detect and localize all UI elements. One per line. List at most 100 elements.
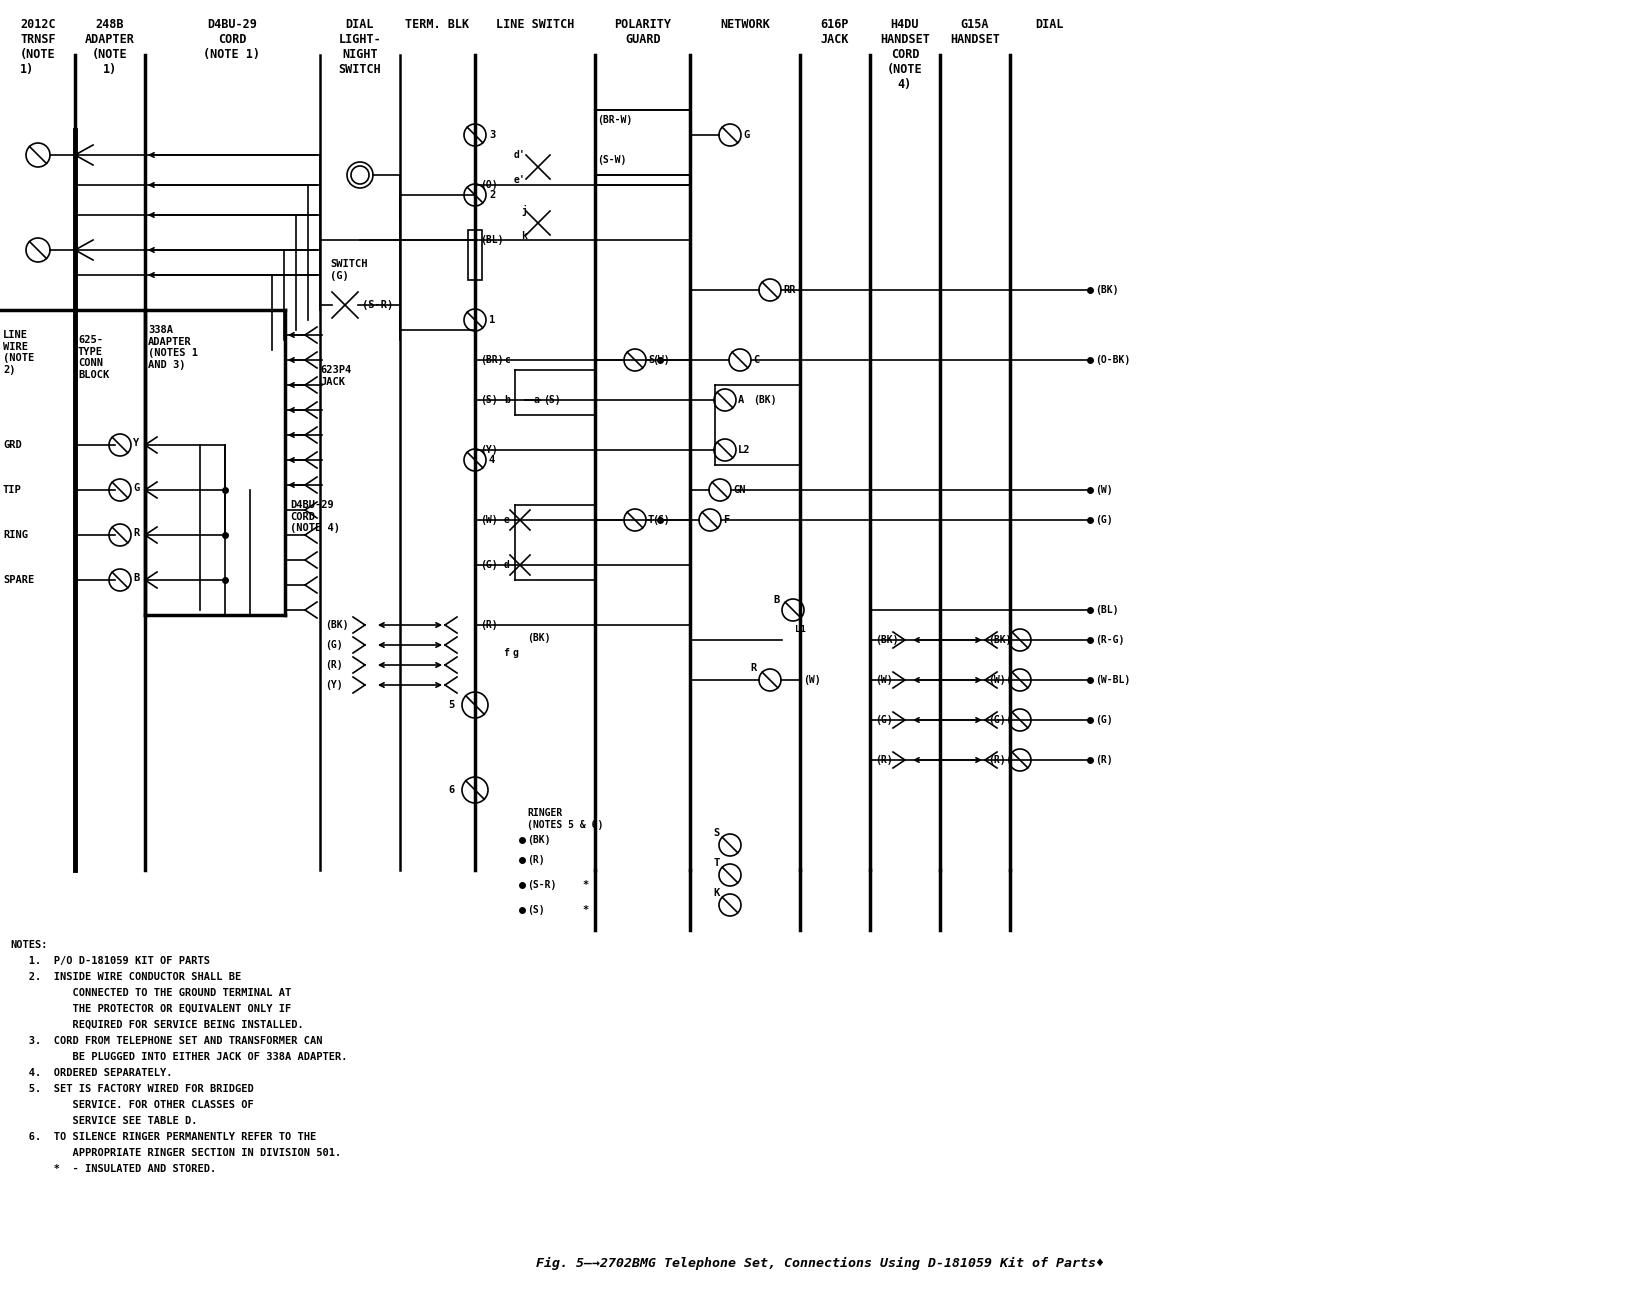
Text: 3: 3 bbox=[488, 130, 495, 140]
Text: D4BU-29
CORD
(NOTE 1): D4BU-29 CORD (NOTE 1) bbox=[203, 18, 261, 61]
Text: 616P
JACK: 616P JACK bbox=[820, 18, 849, 47]
Text: *: * bbox=[582, 880, 588, 890]
Text: (W): (W) bbox=[875, 674, 892, 685]
Text: (S): (S) bbox=[543, 395, 561, 404]
Text: DIAL: DIAL bbox=[1036, 18, 1064, 31]
Text: (G): (G) bbox=[325, 640, 343, 650]
Text: TIP: TIP bbox=[3, 484, 21, 495]
Text: e': e' bbox=[513, 174, 524, 185]
Text: H4DU
HANDSET
CORD
(NOTE
4): H4DU HANDSET CORD (NOTE 4) bbox=[880, 18, 929, 90]
Text: 338A
ADAPTER
(NOTES 1
AND 3): 338A ADAPTER (NOTES 1 AND 3) bbox=[148, 326, 198, 370]
Text: (O): (O) bbox=[480, 180, 497, 190]
Text: (W): (W) bbox=[987, 674, 1005, 685]
Text: TERM. BLK: TERM. BLK bbox=[405, 18, 469, 31]
Text: 248B
ADAPTER
(NOTE
1): 248B ADAPTER (NOTE 1) bbox=[85, 18, 134, 76]
Text: 2.  INSIDE WIRE CONDUCTOR SHALL BE: 2. INSIDE WIRE CONDUCTOR SHALL BE bbox=[10, 972, 241, 982]
Text: R: R bbox=[751, 663, 757, 673]
Text: (BR): (BR) bbox=[480, 355, 503, 366]
Text: (BK): (BK) bbox=[875, 634, 898, 645]
Text: K: K bbox=[713, 888, 720, 898]
Text: (G): (G) bbox=[987, 714, 1005, 725]
Text: (W): (W) bbox=[652, 355, 669, 366]
Text: (G): (G) bbox=[1095, 714, 1111, 725]
Text: (BK): (BK) bbox=[526, 835, 551, 845]
Text: d': d' bbox=[513, 150, 524, 160]
Text: (Y): (Y) bbox=[480, 444, 497, 455]
Text: R: R bbox=[133, 528, 139, 537]
Text: (BK): (BK) bbox=[526, 633, 551, 643]
Text: G: G bbox=[742, 130, 749, 140]
Text: SERVICE SEE TABLE D.: SERVICE SEE TABLE D. bbox=[10, 1116, 197, 1127]
Text: Fig. 5—→2702BMG Telephone Set, Connections Using D-181059 Kit of Parts♦: Fig. 5—→2702BMG Telephone Set, Connectio… bbox=[536, 1257, 1103, 1270]
Text: (BR-W): (BR-W) bbox=[597, 115, 633, 125]
Text: 1: 1 bbox=[488, 315, 495, 326]
Text: S: S bbox=[647, 355, 654, 366]
Text: SWITCH
(G): SWITCH (G) bbox=[329, 260, 367, 280]
Text: (R): (R) bbox=[875, 755, 892, 765]
Text: (BK): (BK) bbox=[325, 620, 347, 630]
Text: *  - INSULATED AND STORED.: * - INSULATED AND STORED. bbox=[10, 1164, 216, 1174]
Text: 2012C
TRNSF
(NOTE
1): 2012C TRNSF (NOTE 1) bbox=[20, 18, 56, 76]
Text: G15A
HANDSET: G15A HANDSET bbox=[949, 18, 1000, 47]
Text: SERVICE. FOR OTHER CLASSES OF: SERVICE. FOR OTHER CLASSES OF bbox=[10, 1099, 254, 1110]
Text: g: g bbox=[513, 649, 518, 658]
Text: (R): (R) bbox=[987, 755, 1005, 765]
Text: POLARITY
GUARD: POLARITY GUARD bbox=[615, 18, 670, 47]
Text: 6.  TO SILENCE RINGER PERMANENTLY REFER TO THE: 6. TO SILENCE RINGER PERMANENTLY REFER T… bbox=[10, 1132, 316, 1142]
Text: D4BU-29
CORD
(NOTE 4): D4BU-29 CORD (NOTE 4) bbox=[290, 500, 339, 534]
Text: L2: L2 bbox=[738, 444, 751, 455]
Text: j: j bbox=[521, 205, 526, 216]
Text: (O-BK): (O-BK) bbox=[1095, 355, 1129, 366]
Text: (W): (W) bbox=[1095, 484, 1111, 495]
Text: S: S bbox=[713, 828, 720, 839]
Text: (BL): (BL) bbox=[1095, 605, 1118, 615]
Text: RING: RING bbox=[3, 530, 28, 540]
Text: a: a bbox=[534, 395, 539, 404]
Text: (G): (G) bbox=[652, 516, 669, 525]
Text: (BL): (BL) bbox=[480, 235, 503, 245]
Text: (R-G): (R-G) bbox=[1095, 634, 1124, 645]
Text: THE PROTECTOR OR EQUIVALENT ONLY IF: THE PROTECTOR OR EQUIVALENT ONLY IF bbox=[10, 1004, 292, 1014]
Text: (G): (G) bbox=[875, 714, 892, 725]
Text: (BK): (BK) bbox=[752, 395, 775, 404]
Text: 6: 6 bbox=[449, 786, 454, 795]
Text: RINGER
(NOTES 5 & 6): RINGER (NOTES 5 & 6) bbox=[526, 808, 603, 829]
Text: (R): (R) bbox=[480, 620, 497, 630]
Text: (G): (G) bbox=[1095, 516, 1111, 525]
Text: 623P4
JACK: 623P4 JACK bbox=[320, 366, 351, 386]
Text: REQUIRED FOR SERVICE BEING INSTALLED.: REQUIRED FOR SERVICE BEING INSTALLED. bbox=[10, 1019, 303, 1030]
Text: SPARE: SPARE bbox=[3, 575, 34, 585]
Text: A: A bbox=[738, 395, 744, 404]
Text: 625-
TYPE
CONN
BLOCK: 625- TYPE CONN BLOCK bbox=[79, 335, 110, 380]
Text: (S-W): (S-W) bbox=[597, 155, 626, 165]
Text: *: * bbox=[582, 904, 588, 915]
Text: GN: GN bbox=[733, 484, 746, 495]
Text: NOTES:: NOTES: bbox=[10, 941, 48, 950]
Text: APPROPRIATE RINGER SECTION IN DIVISION 501.: APPROPRIATE RINGER SECTION IN DIVISION 5… bbox=[10, 1149, 341, 1158]
Text: e: e bbox=[503, 516, 510, 525]
Text: (R): (R) bbox=[1095, 755, 1111, 765]
Text: (R): (R) bbox=[526, 855, 544, 866]
Text: NETWORK: NETWORK bbox=[720, 18, 769, 31]
Text: LINE SWITCH: LINE SWITCH bbox=[495, 18, 574, 31]
Text: DIAL
LIGHT-
NIGHT
SWITCH: DIAL LIGHT- NIGHT SWITCH bbox=[338, 18, 382, 76]
Text: RR: RR bbox=[782, 286, 795, 295]
Text: b: b bbox=[503, 395, 510, 404]
Bar bbox=[467, 230, 482, 280]
Text: c: c bbox=[503, 355, 510, 366]
Text: (S-R): (S-R) bbox=[362, 300, 393, 310]
Text: k: k bbox=[521, 231, 526, 242]
Text: d: d bbox=[503, 559, 510, 570]
Text: 4.  ORDERED SEPARATELY.: 4. ORDERED SEPARATELY. bbox=[10, 1068, 172, 1078]
Text: 5.  SET IS FACTORY WIRED FOR BRIDGED: 5. SET IS FACTORY WIRED FOR BRIDGED bbox=[10, 1084, 254, 1094]
Text: (S): (S) bbox=[526, 904, 544, 915]
Text: (BK): (BK) bbox=[1095, 286, 1118, 295]
Text: 5: 5 bbox=[449, 700, 454, 711]
Text: L1: L1 bbox=[795, 625, 805, 634]
Text: Y: Y bbox=[133, 438, 139, 448]
Text: f: f bbox=[503, 649, 508, 658]
Text: (G): (G) bbox=[480, 559, 497, 570]
Text: (Y): (Y) bbox=[325, 680, 343, 690]
Text: (S-R): (S-R) bbox=[526, 880, 556, 890]
Text: T: T bbox=[647, 516, 654, 525]
